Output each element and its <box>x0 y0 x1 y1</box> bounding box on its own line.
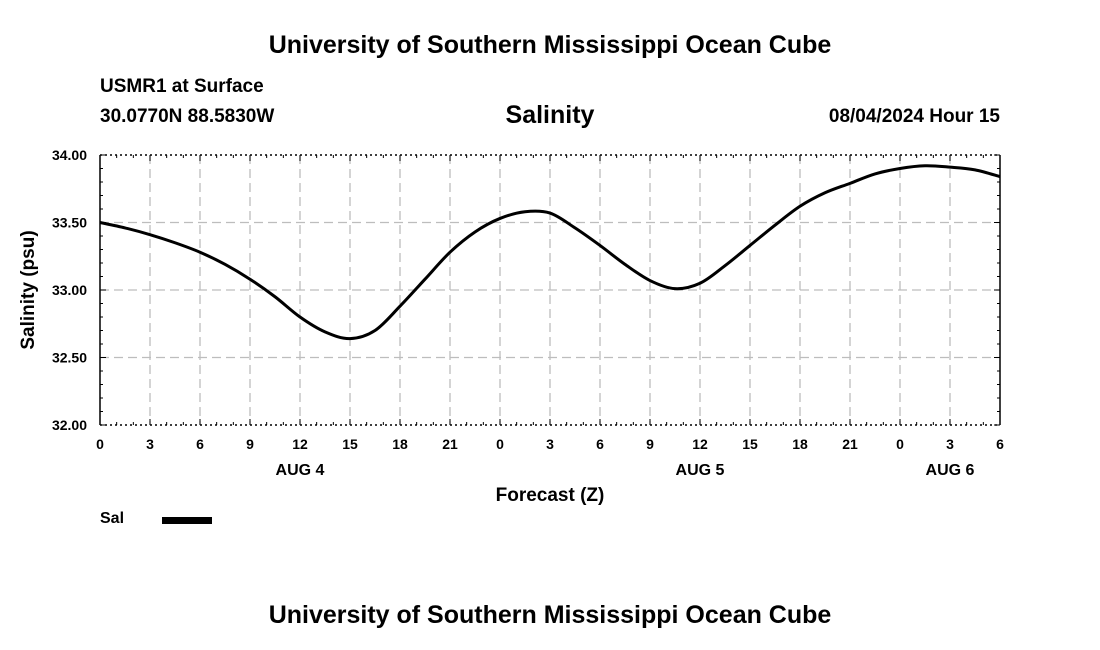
x-tick-label: 15 <box>342 436 358 452</box>
x-tick-label: 3 <box>946 436 954 452</box>
footer-title: University of Southern Mississippi Ocean… <box>268 601 832 629</box>
y-tick-label: 32.00 <box>52 417 87 433</box>
x-tick-label: 9 <box>246 436 254 452</box>
station-label: USMR1 at Surface <box>100 76 264 97</box>
x-tick-label: 6 <box>596 436 604 452</box>
x-tick-label: 18 <box>792 436 808 452</box>
legend-label: Sal <box>100 510 125 527</box>
y-axis-label: Salinity (psu) <box>18 230 39 349</box>
run-time: 08/04/2024 Hour 15 <box>828 106 1000 127</box>
x-tick-label: 3 <box>146 436 154 452</box>
main-title: University of Southern Mississippi Ocean… <box>268 31 832 59</box>
x-tick-label: 21 <box>842 436 858 452</box>
x-tick-label: 12 <box>692 436 708 452</box>
x-tick-label: 12 <box>292 436 308 452</box>
x-tick-label: 15 <box>742 436 758 452</box>
y-tick-label: 32.50 <box>52 350 87 366</box>
x-tick-label: 9 <box>646 436 654 452</box>
day-label: AUG 6 <box>926 462 975 479</box>
x-axis-label: Forecast (Z) <box>496 485 605 506</box>
day-label: AUG 4 <box>276 462 325 479</box>
series-line-sal <box>99 164 1001 341</box>
y-tick-label: 33.50 <box>52 215 87 231</box>
x-tick-label: 0 <box>496 436 504 452</box>
x-tick-label: 18 <box>392 436 408 452</box>
chart-title: Salinity <box>505 101 595 129</box>
x-tick-label: 6 <box>196 436 204 452</box>
y-tick-label: 33.00 <box>52 282 87 298</box>
x-tick-label: 6 <box>996 436 1004 452</box>
x-tick-label: 21 <box>442 436 458 452</box>
x-tick-label: 3 <box>546 436 554 452</box>
y-tick-label: 34.00 <box>52 147 87 163</box>
legend-swatch <box>162 517 212 524</box>
x-tick-label: 0 <box>96 436 104 452</box>
x-tick-label: 0 <box>896 436 904 452</box>
station-coordinates: 30.0770N 88.5830W <box>100 106 275 127</box>
day-label: AUG 5 <box>676 462 725 479</box>
